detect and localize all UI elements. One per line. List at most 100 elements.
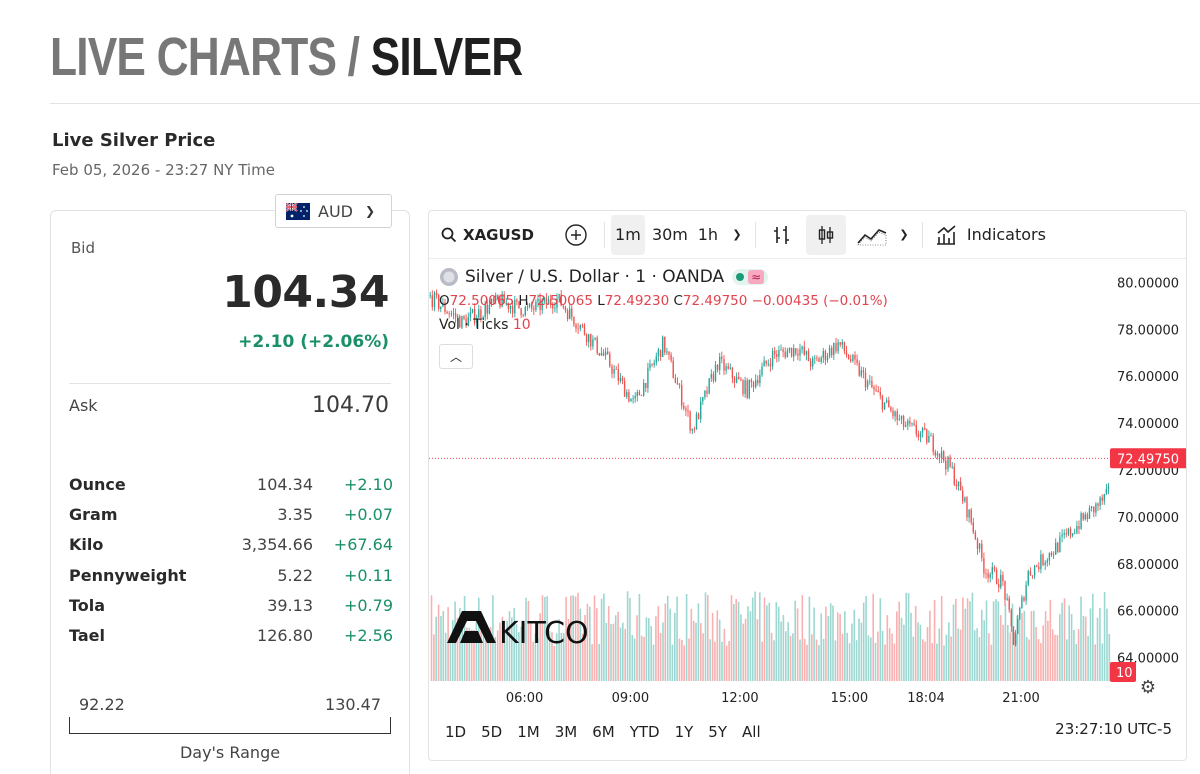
period-6m[interactable]: 6M <box>592 723 615 741</box>
volume-bar <box>496 630 499 681</box>
candle <box>478 309 480 318</box>
candle <box>550 299 552 305</box>
candle <box>835 343 837 352</box>
collapse-legend-button[interactable]: ︿ <box>439 344 473 369</box>
candle <box>748 379 750 398</box>
volume-bar <box>636 615 638 681</box>
volume-bar <box>565 596 567 681</box>
timeframe-30m[interactable]: 30m <box>651 225 688 244</box>
candle <box>1084 514 1086 520</box>
unit-row-tael: Tael 126.80 +2.56 <box>69 620 393 650</box>
volume-bar <box>645 617 648 681</box>
candle <box>831 347 833 356</box>
timeframe-1h[interactable]: 1h <box>697 225 719 244</box>
unit-row-tola: Tola 39.13 +0.79 <box>69 590 393 620</box>
indicators-button[interactable]: Indicators <box>929 215 1052 255</box>
area-chart-icon <box>857 228 887 245</box>
period-1y[interactable]: 1Y <box>674 723 694 741</box>
candle <box>575 324 577 329</box>
chart-clock[interactable]: 23:27:10 UTC-5 <box>1055 720 1172 738</box>
volume-bar <box>695 622 697 681</box>
volume-bar <box>943 645 945 681</box>
volume-bar <box>919 624 922 681</box>
candle <box>528 304 531 307</box>
candle <box>858 363 860 376</box>
chart-settings-gear-icon[interactable]: ⚙ <box>1139 677 1156 698</box>
change-value: −0.00435 (−0.01%) <box>751 293 888 309</box>
period-5y[interactable]: 5Y <box>708 723 728 741</box>
candle <box>596 337 598 354</box>
candle <box>814 357 816 359</box>
candles-chart-type-button[interactable] <box>805 214 846 255</box>
volume-bar <box>503 633 506 681</box>
candle <box>845 351 848 356</box>
candle <box>892 410 894 417</box>
volume-bar <box>870 637 872 681</box>
candle <box>590 334 592 347</box>
volume-bar <box>759 592 761 681</box>
volume-bar <box>1061 602 1063 681</box>
divider <box>69 383 391 384</box>
candle <box>560 294 562 306</box>
candle <box>579 325 581 329</box>
candle <box>1090 506 1093 508</box>
period-all[interactable]: All <box>742 723 761 741</box>
period-5d[interactable]: 5D <box>481 723 503 741</box>
volume-bar <box>596 608 598 681</box>
volume-bar <box>475 615 478 681</box>
candle <box>839 342 841 345</box>
bid-value: 104.34 <box>222 267 389 318</box>
market-status-badge[interactable]: ≈ <box>732 269 769 285</box>
chart-toolbar: XAGUSD 1m 30m 1h ❯ ❯ Indic <box>429 211 1186 259</box>
volume-bar <box>959 629 962 681</box>
candle <box>890 407 892 411</box>
volume-bar <box>697 603 700 681</box>
candle <box>704 390 706 398</box>
period-3m[interactable]: 3M <box>554 723 578 741</box>
period-ytd[interactable]: YTD <box>629 723 660 741</box>
candle <box>786 350 789 358</box>
unit-name: Kilo <box>69 535 104 555</box>
volume-bar <box>640 635 643 681</box>
candle <box>1048 552 1051 561</box>
candle <box>755 380 757 388</box>
candle <box>452 313 455 315</box>
candle <box>1004 581 1006 600</box>
volume-bar <box>1011 603 1014 681</box>
chevron-down-icon[interactable]: ❯ <box>732 228 742 241</box>
candle <box>543 297 545 302</box>
area-chart-type-button[interactable] <box>852 215 892 255</box>
volume-bar <box>480 631 482 681</box>
candle <box>442 302 444 307</box>
volume-bar <box>482 618 485 681</box>
bar-chart-type-button[interactable] <box>762 215 802 255</box>
candle <box>602 352 605 356</box>
volume-bar <box>537 638 539 681</box>
symbol-label: XAGUSD <box>463 225 534 244</box>
candle <box>640 395 643 396</box>
volume-bar <box>579 608 582 681</box>
candle <box>490 299 493 305</box>
candle <box>966 497 968 518</box>
candle <box>729 367 731 369</box>
symbol-search[interactable]: XAGUSD <box>429 215 542 255</box>
candle <box>581 325 584 326</box>
period-1d[interactable]: 1D <box>445 723 467 741</box>
candle <box>653 362 655 365</box>
volume-bar <box>584 615 586 681</box>
y-tick-label: 78.00000 <box>1117 323 1179 338</box>
volume-bar <box>754 591 756 681</box>
period-1m[interactable]: 1M <box>517 723 540 741</box>
compare-button[interactable] <box>554 215 598 255</box>
timeframe-1m[interactable]: 1m <box>610 214 645 255</box>
volume-bar <box>820 613 822 681</box>
price-chart[interactable]: 80.0000078.0000076.0000074.0000072.00000… <box>429 259 1187 706</box>
candle <box>894 411 896 417</box>
candles-icon <box>818 225 834 244</box>
candle <box>875 389 877 391</box>
volume-bar <box>1037 639 1040 681</box>
unit-name: Tael <box>69 626 105 646</box>
currency-select[interactable]: AUD ❯ <box>275 194 392 228</box>
chevron-down-icon[interactable]: ❯ <box>899 228 909 241</box>
candle <box>689 411 691 431</box>
